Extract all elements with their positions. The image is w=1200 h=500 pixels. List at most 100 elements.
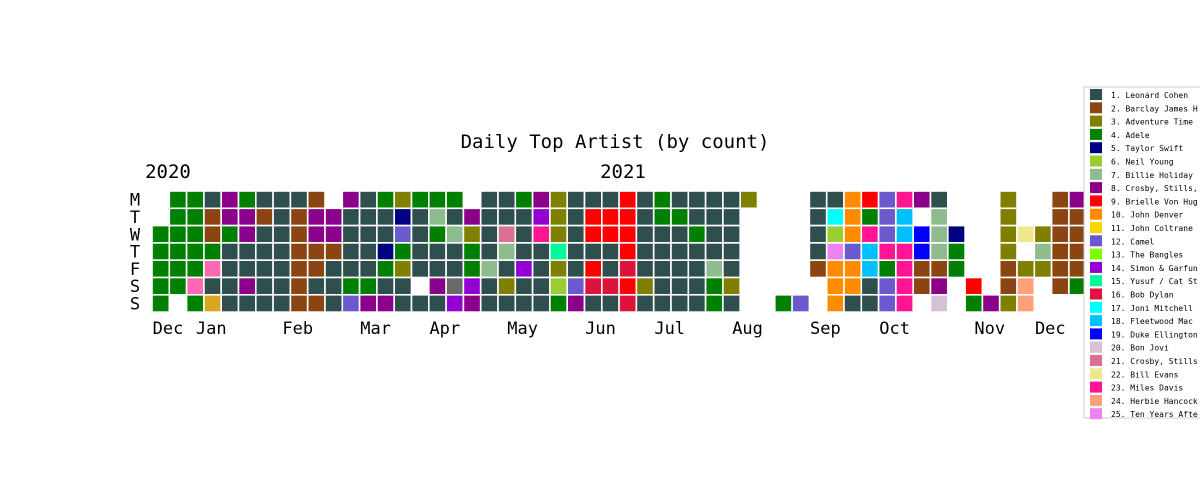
legend-frame — [1083, 86, 1200, 419]
heatmap-cell — [600, 224, 620, 244]
heatmap-cell — [1050, 224, 1070, 244]
heatmap-cell — [843, 259, 863, 279]
month-label: Sep — [810, 319, 841, 339]
heatmap-cell — [722, 224, 742, 244]
month-label: May — [507, 319, 538, 339]
heatmap-cell — [341, 293, 361, 313]
legend-label: 8. Crosby, Stills, — [1111, 184, 1198, 193]
heatmap-cell — [618, 293, 638, 313]
heatmap-cell — [324, 207, 344, 227]
heatmap-cell — [583, 242, 603, 261]
heatmap-cell — [600, 190, 620, 210]
heatmap-cell — [272, 293, 292, 313]
legend-swatch — [1090, 288, 1102, 300]
heatmap-cell — [306, 293, 326, 313]
heatmap-cell — [600, 242, 620, 261]
weekday-label: S — [130, 294, 140, 314]
heatmap-cell — [341, 276, 361, 296]
heatmap-cell — [808, 207, 828, 227]
month-label: Jul — [654, 319, 685, 339]
heatmap-cell — [255, 207, 274, 227]
heatmap-cell — [998, 276, 1018, 296]
heatmap-cell — [237, 293, 257, 313]
heatmap-cell — [877, 207, 897, 227]
heatmap-cell — [946, 242, 966, 261]
heatmap-cell — [185, 276, 205, 296]
heatmap-cell — [549, 259, 569, 279]
heatmap-cell — [687, 259, 707, 279]
heatmap-cell — [168, 190, 188, 210]
heatmap-cell — [341, 242, 361, 261]
heatmap-cell — [324, 242, 344, 261]
heatmap-cell — [531, 242, 551, 261]
heatmap-cell — [358, 259, 378, 279]
heatmap-cell — [1050, 259, 1070, 279]
heatmap-cell — [1050, 190, 1070, 210]
heatmap-cell — [877, 276, 897, 296]
heatmap-cell — [877, 293, 897, 313]
heatmap-cell — [860, 293, 880, 313]
heatmap-cell — [427, 276, 447, 296]
heatmap-cell — [652, 293, 672, 313]
legend-label: 22. Bill Evans — [1111, 370, 1179, 379]
heatmap-cell — [566, 207, 586, 227]
heatmap-cell — [1016, 276, 1036, 296]
heatmap-cell — [255, 190, 274, 210]
heatmap-cell — [393, 276, 413, 296]
heatmap-cell — [306, 276, 326, 296]
year-label-2020: 2020 — [145, 161, 191, 183]
heatmap-cell — [981, 293, 1001, 313]
heatmap-cell — [168, 276, 188, 296]
legend-swatch — [1090, 394, 1102, 406]
legend-swatch — [1090, 408, 1102, 420]
heatmap-cell — [427, 224, 447, 244]
heatmap-cell — [445, 276, 465, 296]
legend-swatch — [1090, 195, 1102, 207]
heatmap-cell — [393, 242, 413, 261]
heatmap-cell — [843, 242, 863, 261]
heatmap-cell — [445, 259, 465, 279]
heatmap-cell — [929, 190, 949, 210]
heatmap-cell — [825, 259, 845, 279]
heatmap-cell — [479, 293, 499, 313]
heatmap-cell — [860, 224, 880, 244]
heatmap-cell — [324, 224, 344, 244]
heatmap-cell — [358, 190, 378, 210]
heatmap-cell — [912, 276, 932, 296]
heatmap-cell — [272, 207, 292, 227]
legend-swatch — [1090, 248, 1102, 260]
heatmap-cell — [895, 259, 915, 279]
legend-label: 20. Bon Jovi — [1111, 344, 1169, 353]
heatmap-cell — [203, 207, 222, 227]
heatmap-cell — [393, 224, 413, 244]
heatmap-cell — [583, 224, 603, 244]
heatmap-cell — [618, 207, 638, 227]
legend-label: 25. Ten Years Afte — [1111, 410, 1198, 419]
heatmap-cell — [722, 276, 742, 296]
heatmap-cell — [895, 293, 915, 313]
heatmap-cell — [462, 293, 482, 313]
legend-label: 15. Yusuf / Cat St — [1111, 277, 1198, 286]
legend-label: 21. Crosby, Stills — [1111, 357, 1198, 366]
heatmap-cell — [929, 224, 949, 244]
heatmap-cell — [341, 190, 361, 210]
heatmap-cell — [825, 293, 845, 313]
heatmap-cell — [151, 259, 171, 279]
heatmap-cell — [393, 259, 413, 279]
heatmap-cell — [479, 190, 499, 210]
heatmap-cell — [618, 259, 638, 279]
heatmap-cell — [324, 259, 344, 279]
heatmap-cell — [376, 259, 395, 279]
heatmap-cell — [722, 293, 742, 313]
heatmap-cell — [860, 242, 880, 261]
heatmap-cell — [479, 242, 499, 261]
heatmap-cell — [618, 190, 638, 210]
legend-swatch — [1090, 102, 1102, 114]
heatmap-cell — [410, 259, 430, 279]
heatmap-cell — [843, 190, 863, 210]
heatmap-cell — [220, 276, 240, 296]
heatmap-cell — [410, 207, 430, 227]
heatmap-cell — [237, 276, 257, 296]
heatmap-cell — [566, 259, 586, 279]
